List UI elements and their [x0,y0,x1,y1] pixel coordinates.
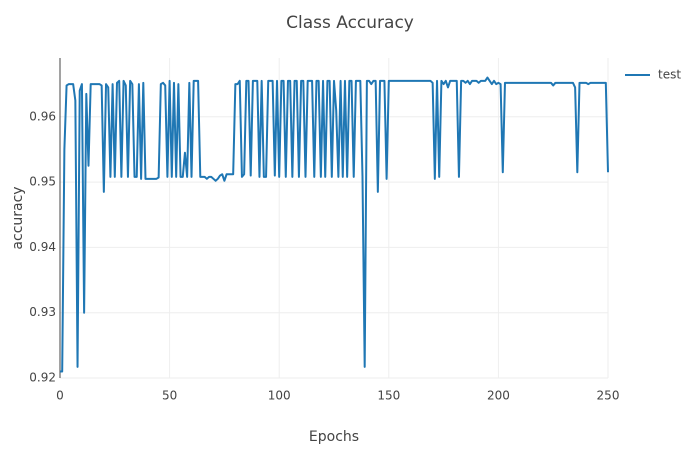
y-tick-label: 0.96 [29,109,56,123]
x-tick-label: 250 [597,389,620,403]
x-tick-label: 150 [377,389,400,403]
x-axis-title: Epochs [309,429,359,445]
series-line [60,76,609,373]
x-tick-label: 100 [268,389,291,403]
chart-title: Class Accuracy [286,13,414,33]
y-tick-label: 0.94 [29,240,56,254]
y-tick-label: 0.95 [29,175,56,189]
y-tick-label: 0.93 [29,305,56,319]
x-tick-label: 0 [56,389,64,403]
y-tick-label: 0.92 [29,371,56,385]
x-tick-label: 200 [487,389,510,403]
y-axis-title: accuracy [10,186,26,249]
x-tick-label: 50 [162,389,177,403]
legend-label: test [658,68,681,82]
